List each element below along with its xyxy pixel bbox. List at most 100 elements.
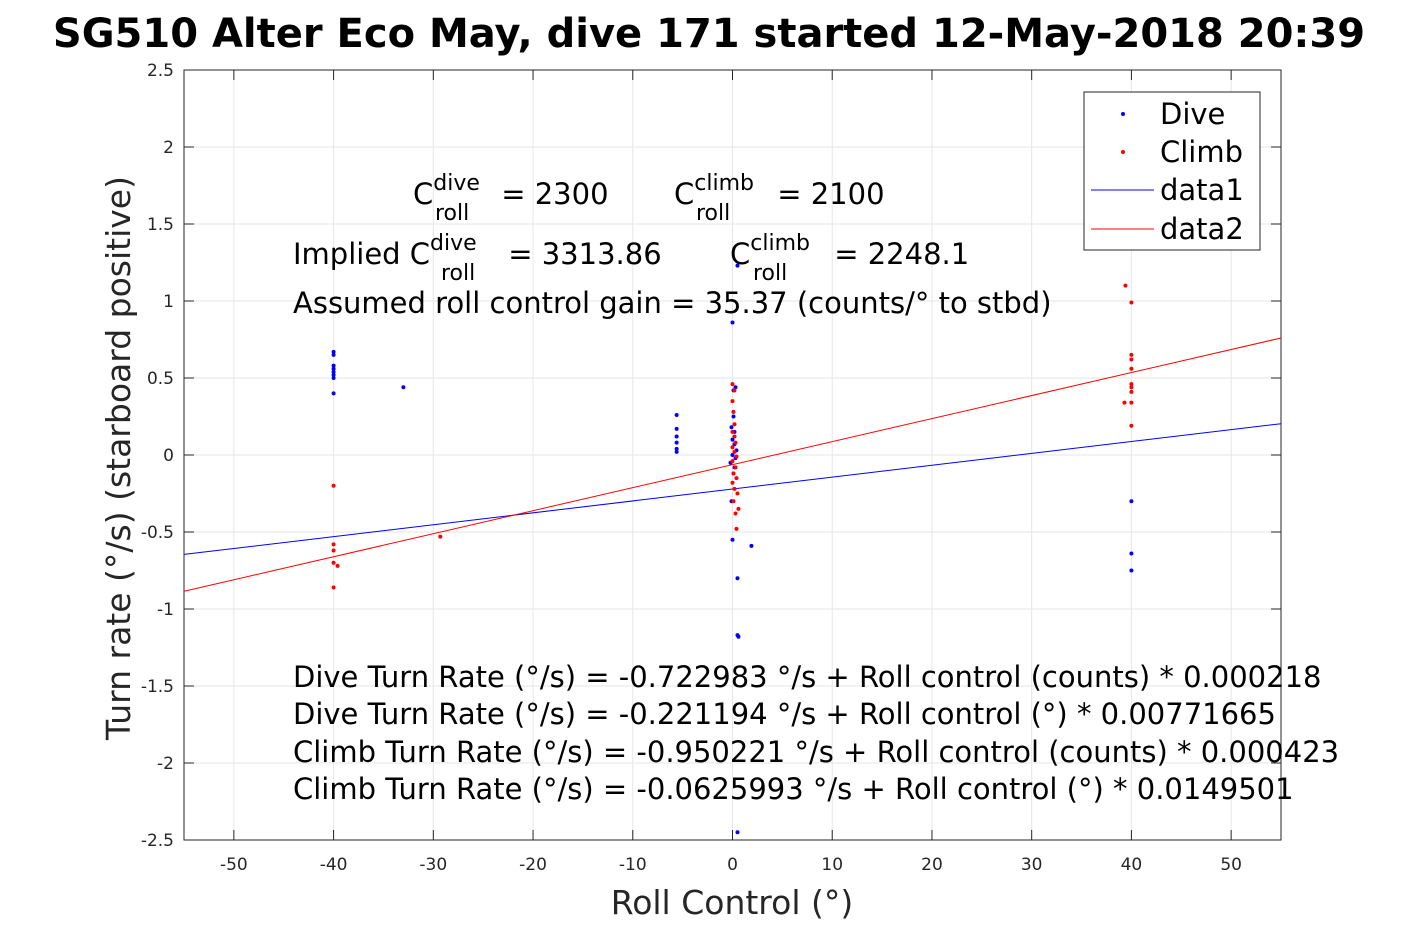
dive-point	[730, 437, 735, 442]
dive-point	[735, 830, 740, 835]
y-tick-label: -2	[157, 754, 174, 774]
climb-point	[734, 476, 739, 481]
climb-point	[331, 548, 336, 553]
climb-equation-degrees: Climb Turn Rate (°/s) = -0.0625993 °/s +…	[293, 772, 1294, 806]
legend-label-dive: Dive	[1160, 97, 1225, 131]
legend-label-data2: data2	[1160, 212, 1244, 246]
x-tick-label: 50	[1220, 855, 1242, 875]
dive-point	[674, 449, 679, 454]
y-tick-label: 1	[163, 292, 174, 312]
y-tick-label: 1.5	[147, 215, 174, 235]
dive-point	[331, 372, 336, 377]
climb-point	[731, 409, 736, 414]
climb-point	[730, 445, 735, 450]
dive-point	[729, 425, 734, 430]
climb-point	[1129, 352, 1134, 357]
dive-point	[401, 385, 406, 390]
climb-point	[1129, 400, 1134, 405]
climb-point	[730, 459, 735, 464]
dive-equation-degrees: Dive Turn Rate (°/s) = -0.221194 °/s + R…	[293, 697, 1276, 731]
legend: Dive Climb data1 data2	[1083, 91, 1261, 251]
climb-point	[1123, 283, 1128, 288]
climb-point	[335, 563, 340, 568]
climb-point	[730, 382, 735, 387]
x-tick-label: -50	[220, 855, 248, 875]
climb-point	[733, 465, 738, 470]
dive-point	[331, 352, 336, 357]
dive-point	[730, 453, 735, 457]
climb-point	[734, 526, 739, 531]
climb-point	[730, 399, 735, 404]
fit-line-data1	[183, 423, 1282, 555]
climb-point	[331, 542, 336, 547]
dive-point	[331, 391, 336, 396]
x-tick-label: -40	[320, 855, 348, 875]
dive-point	[735, 576, 740, 581]
x-tick-label: 10	[821, 855, 843, 875]
axis-ticks: -50 -40 -30 -20 -10 0 10 20 30 40 50 2.5 2 1.5 1 0.5 0 -0…	[141, 61, 1281, 875]
climb-point	[735, 491, 740, 496]
climb-point	[331, 560, 336, 565]
x-axis-label: Roll Control (°)	[611, 883, 854, 922]
dive-point	[331, 376, 336, 380]
fit-line-data2	[183, 337, 1282, 592]
x-tick-label: -10	[619, 855, 647, 875]
legend-marker-dive	[1121, 112, 1125, 116]
y-tick-label: -1.5	[141, 677, 174, 697]
climb-point	[731, 471, 736, 476]
x-tick-label: 0	[727, 855, 738, 875]
dive-point	[674, 446, 679, 451]
y-tick-label: 2	[163, 138, 174, 158]
legend-marker-climb	[1121, 150, 1125, 154]
dive-point	[674, 440, 679, 445]
climb-equation-counts: Climb Turn Rate (°/s) = -0.950221 °/s + …	[293, 735, 1339, 769]
climb-point	[331, 483, 336, 488]
climb-point	[732, 434, 737, 439]
dive-point	[733, 385, 738, 390]
annotations: Cdive roll = 2300 Cclimb roll = 2100 Impli…	[293, 171, 1339, 806]
legend-label-data1: data1	[1160, 173, 1244, 207]
dive-point	[1129, 499, 1134, 504]
climb-point	[1129, 357, 1134, 362]
dive-point	[735, 263, 740, 268]
data-points	[331, 263, 1134, 835]
climb-point	[331, 585, 336, 590]
climb-point	[1129, 423, 1134, 428]
implied-c-roll-climb: Cclimb roll = 2248.1	[730, 231, 969, 286]
dive-point	[730, 320, 735, 325]
climb-point	[733, 440, 738, 445]
y-tick-label: -0.5	[141, 523, 174, 543]
fit-lines	[183, 337, 1282, 592]
climb-point	[732, 449, 737, 454]
dive-point	[749, 543, 754, 548]
y-tick-label: 2.5	[147, 61, 174, 81]
climb-point	[1129, 389, 1134, 394]
climb-point	[730, 429, 735, 434]
c-roll-climb: Cclimb roll = 2100	[674, 171, 885, 226]
climb-point	[1129, 366, 1134, 371]
dive-point	[674, 434, 679, 439]
climb-point	[736, 506, 741, 511]
legend-label-climb: Climb	[1160, 135, 1243, 169]
climb-point	[1129, 385, 1134, 390]
climb-point	[732, 422, 737, 427]
climb-point	[733, 511, 738, 516]
dive-point	[331, 349, 336, 354]
y-tick-label: 0.5	[147, 369, 174, 389]
dive-point	[331, 366, 336, 371]
legend-box	[1083, 91, 1261, 251]
dive-equation-counts: Dive Turn Rate (°/s) = -0.722983 °/s + R…	[293, 660, 1321, 694]
x-tick-label: -20	[519, 855, 547, 875]
roll-gain-note: Assumed roll control gain = 35.37 (count…	[293, 286, 1052, 320]
x-tick-label: -30	[419, 855, 447, 875]
c-roll-dive: Cdive roll = 2300	[413, 171, 609, 226]
chart-title: SG510 Alter Eco May, dive 171 started 12…	[53, 11, 1365, 57]
climb-point	[732, 486, 737, 491]
dive-point	[1129, 568, 1134, 573]
dive-point	[730, 537, 735, 542]
climb-point	[1129, 300, 1134, 305]
implied-c-roll-dive: Implied Cdive roll = 3313.86	[293, 231, 662, 286]
dive-point	[736, 634, 741, 639]
climb-point	[734, 454, 739, 459]
x-tick-label: 30	[1021, 855, 1043, 875]
